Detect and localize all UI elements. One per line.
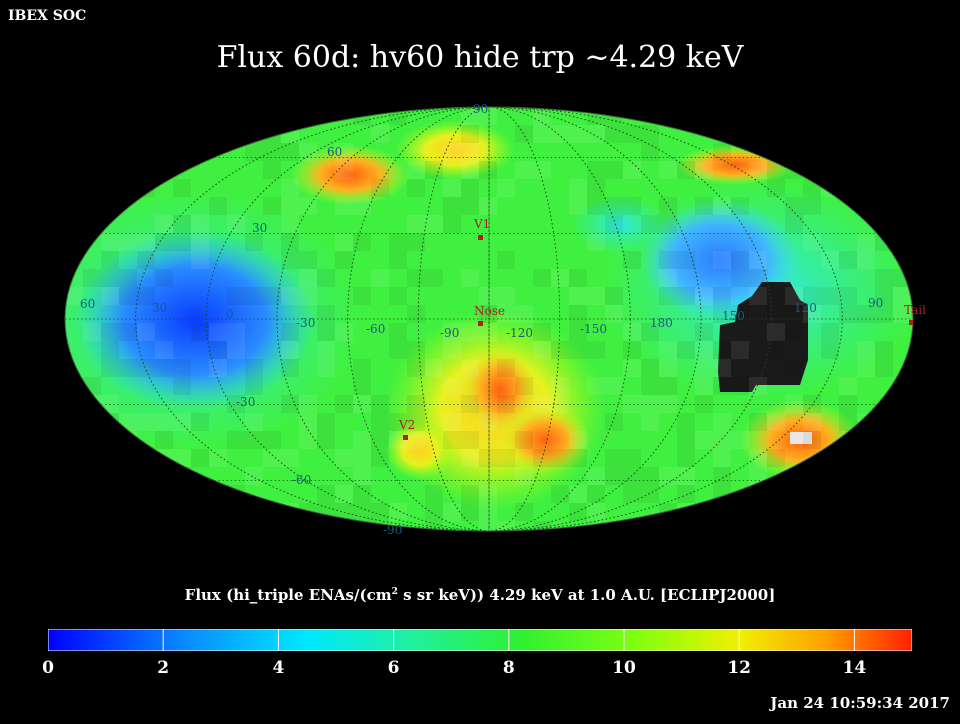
lon-label: 0 xyxy=(226,307,234,321)
lat-label: 90 xyxy=(473,102,488,116)
colorbar-tick-label: 8 xyxy=(503,658,515,678)
v2-label: V2 xyxy=(398,418,415,432)
colorbar-tick-label: 6 xyxy=(388,658,400,678)
tail-label: Tail xyxy=(904,303,926,317)
v1-marker xyxy=(478,235,483,240)
v1-label: V1 xyxy=(473,217,490,231)
lon-label: 180 xyxy=(650,316,673,330)
lat-label: 30 xyxy=(252,221,267,235)
lat-label: -90 xyxy=(383,523,402,537)
colorbar xyxy=(48,629,912,651)
timestamp: Jan 24 10:59:34 2017 xyxy=(770,694,950,712)
lon-label: 120 xyxy=(794,301,817,315)
v2-marker xyxy=(403,435,408,440)
colorbar-tick-label: 12 xyxy=(727,658,751,678)
lon-label: -90 xyxy=(440,326,459,340)
lat-label: 60 xyxy=(327,145,342,159)
lon-label: 30 xyxy=(152,301,167,315)
colorbar-caption: Flux (hi_triple ENAs/(cm2 s sr keV)) 4.2… xyxy=(0,586,960,604)
lon-label: -120 xyxy=(506,326,533,340)
tail-marker xyxy=(909,320,913,325)
nose-label: Nose xyxy=(474,304,505,318)
colorbar-tick-label: 10 xyxy=(612,658,636,678)
colorbar-tick-label: 4 xyxy=(272,658,284,678)
lon-label: 150 xyxy=(722,309,745,323)
colorbar-tick-label: 0 xyxy=(42,658,54,678)
nose-marker xyxy=(478,321,483,326)
lon-label: 60 xyxy=(80,297,95,311)
lon-label: -150 xyxy=(580,322,607,336)
lat-label: -30 xyxy=(236,395,255,409)
lon-label: -60 xyxy=(366,322,385,336)
colorbar-tick-label: 2 xyxy=(157,658,169,678)
lat-label: -60 xyxy=(292,473,311,487)
colorbar-tick-label: 14 xyxy=(843,658,867,678)
lon-label: 90 xyxy=(868,296,883,310)
lon-label: -30 xyxy=(296,316,315,330)
flux-field xyxy=(20,100,929,540)
